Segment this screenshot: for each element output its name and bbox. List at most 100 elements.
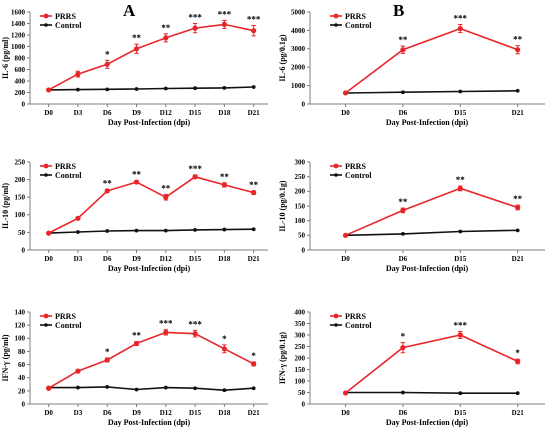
- series-control: [343, 228, 520, 238]
- panel-letter-b: B: [393, 1, 404, 20]
- data-point: [401, 90, 405, 95]
- significance-label: **: [132, 33, 142, 43]
- x-axis-label: Day Post-Infection (dpi): [108, 418, 191, 427]
- chart-b-1: 0 50 100 150 200 250 300 D0 D6 D15 D21 Day Post-Inf…: [278, 158, 545, 273]
- data-point: [163, 86, 168, 91]
- y-tick-label: 1000: [291, 82, 306, 90]
- data-point: [163, 194, 169, 200]
- series-line: [345, 90, 518, 94]
- legend-marker: [43, 313, 49, 319]
- legend-marker: [43, 13, 49, 19]
- data-point: [400, 47, 406, 53]
- y-axis-label: IL-10 (pg/0.1g): [278, 180, 287, 231]
- y-tick-label: 1600: [11, 8, 26, 16]
- data-point: [222, 227, 227, 232]
- data-point: [163, 329, 169, 335]
- series-prrs: [46, 174, 257, 236]
- y-tick-label: 120: [15, 322, 26, 330]
- data-point: [75, 71, 81, 77]
- panel-letter-a: A: [123, 1, 136, 20]
- y-tick-label: 0: [302, 100, 306, 108]
- x-tick-label: D15: [189, 409, 202, 417]
- y-tick-label: 200: [295, 188, 306, 196]
- y-tick-label: 20: [18, 387, 26, 395]
- y-tick-label: 150: [295, 202, 306, 210]
- significance-label: **: [220, 172, 230, 182]
- legend-label: Control: [55, 21, 82, 30]
- data-point: [76, 230, 80, 234]
- data-point: [251, 227, 256, 232]
- legend-label: Control: [345, 21, 372, 30]
- x-tick-label: D12: [160, 109, 173, 117]
- y-tick-label: 0: [22, 100, 26, 108]
- data-point: [401, 231, 405, 236]
- data-point: [105, 385, 110, 389]
- y-tick-label: 200: [15, 89, 26, 97]
- data-point: [104, 188, 110, 194]
- x-tick-label: D0: [44, 255, 53, 263]
- data-point: [401, 390, 405, 395]
- y-tick-label: 200: [15, 176, 26, 184]
- data-point: [515, 228, 520, 233]
- data-point: [105, 87, 110, 92]
- y-axis-label: IL-6 (pg/0.1g): [278, 34, 287, 81]
- x-tick-label: D15: [189, 109, 202, 117]
- y-tick-label: 60: [18, 361, 26, 369]
- x-tick-label: D6: [103, 109, 112, 117]
- series-prrs: [342, 24, 521, 96]
- y-tick-label: 5000: [291, 8, 306, 16]
- significance-label: ***: [188, 164, 202, 174]
- data-point: [163, 228, 168, 233]
- significance-label: **: [103, 178, 113, 188]
- data-point: [458, 229, 463, 234]
- significance-label: ***: [188, 13, 202, 23]
- legend-label: PRRS: [345, 162, 366, 171]
- data-point: [457, 332, 463, 338]
- y-tick-label: 140: [15, 308, 26, 316]
- y-tick-label: 2000: [291, 64, 306, 72]
- data-point: [134, 87, 139, 91]
- data-point: [104, 61, 110, 67]
- data-point: [134, 228, 139, 233]
- data-point: [515, 391, 520, 396]
- series-line: [48, 386, 254, 392]
- data-point: [251, 28, 257, 34]
- y-tick-label: 150: [15, 194, 26, 202]
- x-tick-label: D21: [248, 255, 261, 263]
- series-control: [46, 85, 256, 92]
- x-axis-label: Day Post-Infection (dpi): [386, 264, 469, 273]
- data-point: [133, 340, 140, 347]
- x-tick-label: D9: [132, 109, 141, 117]
- data-point: [400, 345, 406, 351]
- data-point: [342, 390, 349, 396]
- series-line: [345, 229, 518, 237]
- series-prrs: [342, 331, 521, 396]
- y-tick-label: 0: [302, 246, 306, 254]
- legend-label: PRRS: [55, 162, 76, 171]
- significance-label: *: [105, 347, 110, 357]
- data-point: [193, 228, 197, 232]
- series-prrs: [342, 185, 521, 238]
- y-axis-label: IL-10 (pg/ml): [1, 183, 10, 229]
- data-point: [515, 204, 521, 211]
- legend-label: Control: [345, 321, 372, 330]
- significance-label: **: [249, 180, 259, 190]
- legend-marker: [333, 13, 339, 19]
- data-point: [222, 86, 227, 90]
- data-point: [46, 87, 52, 93]
- data-point: [458, 89, 463, 94]
- series-line: [48, 23, 254, 91]
- y-tick-label: 1000: [11, 43, 26, 51]
- y-tick-label: 3000: [291, 45, 306, 53]
- legend-label: PRRS: [345, 12, 366, 21]
- data-point: [192, 25, 198, 31]
- data-point: [515, 47, 521, 53]
- y-tick-label: 250: [295, 173, 306, 181]
- y-tick-label: 50: [18, 229, 26, 237]
- y-tick-label: 300: [295, 331, 306, 339]
- legend-label: PRRS: [345, 312, 366, 321]
